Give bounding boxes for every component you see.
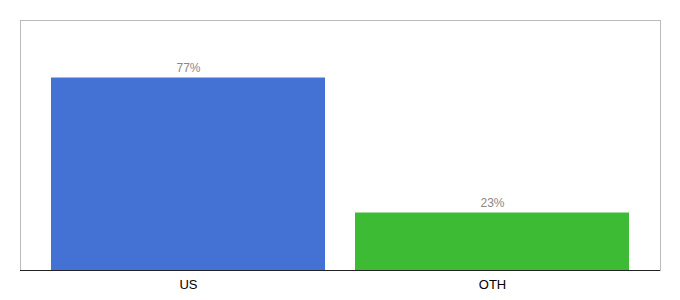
svg-text:US: US — [179, 277, 197, 292]
svg-text:23%: 23% — [480, 196, 504, 210]
svg-text:77%: 77% — [176, 61, 200, 75]
svg-text:OTH: OTH — [479, 277, 506, 292]
